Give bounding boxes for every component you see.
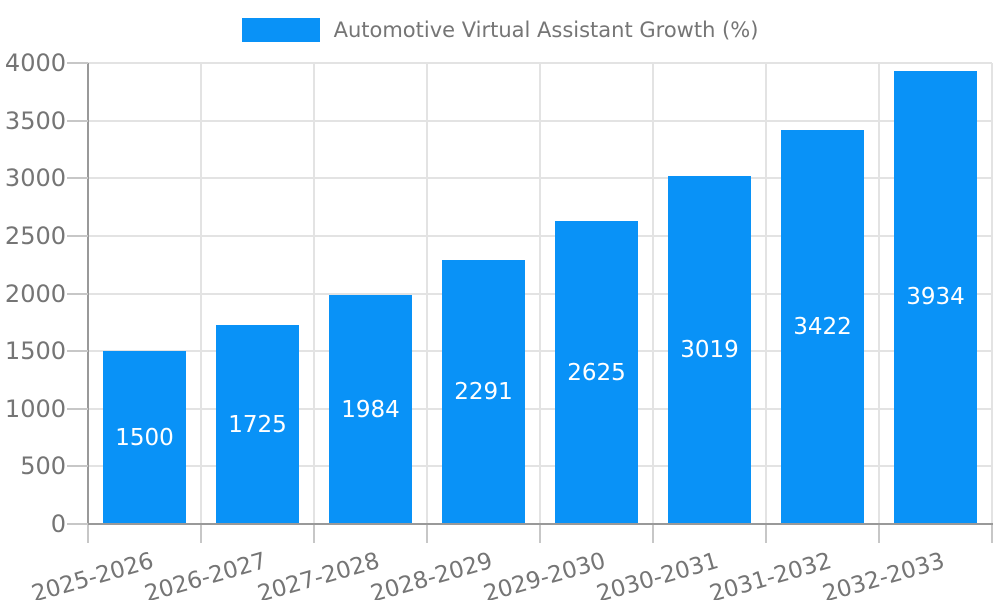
- legend-swatch: [241, 18, 320, 42]
- x-axis-line: [87, 523, 993, 525]
- y-tick-label: 1000: [4, 394, 66, 423]
- y-axis-tick: [67, 350, 88, 353]
- v-gridline: [765, 63, 767, 524]
- bar-value-label: 2625: [567, 359, 626, 386]
- bar-value-label: 1984: [341, 396, 400, 423]
- x-tick-label: 2031-2032: [706, 548, 835, 600]
- x-tick-label: 2026-2027: [141, 548, 270, 600]
- y-axis-line: [87, 63, 89, 525]
- x-axis-tick: [991, 525, 993, 543]
- y-axis-tick: [67, 119, 88, 122]
- plot-area: 1500 1725 1984 2291 2625 3019 3422 3934: [87, 62, 993, 525]
- x-tick-label: 2027-2028: [254, 548, 383, 600]
- x-axis-tick: [878, 525, 880, 543]
- x-tick-label: 2025-2026: [28, 548, 157, 600]
- v-gridline: [991, 63, 993, 524]
- y-tick-label: 1500: [4, 337, 66, 366]
- y-tick-label: 2500: [4, 221, 66, 250]
- y-tick-label: 500: [20, 452, 66, 481]
- y-tick-label: 3500: [4, 106, 66, 135]
- bar: 2625: [555, 221, 638, 524]
- x-tick-label: 2030-2031: [593, 548, 722, 600]
- y-axis-tick: [67, 234, 88, 237]
- y-axis-tick: [67, 177, 88, 180]
- y-axis-tick: [67, 62, 88, 64]
- x-axis-tick: [426, 525, 428, 543]
- bar: 3422: [781, 129, 864, 524]
- bar-value-label: 2291: [454, 378, 513, 405]
- y-axis-tick: [67, 523, 88, 525]
- y-axis-tick: [67, 465, 88, 468]
- v-gridline: [200, 63, 202, 524]
- bar: 3019: [668, 176, 751, 524]
- y-axis-tick: [67, 292, 88, 295]
- legend: Automotive Virtual Assistant Growth (%): [0, 16, 1000, 44]
- v-gridline: [652, 63, 654, 524]
- y-tick-label: 4000: [4, 49, 66, 77]
- x-axis-tick: [765, 525, 767, 543]
- x-tick-label: 2029-2030: [480, 548, 609, 600]
- y-tick-label: 3000: [4, 164, 66, 193]
- bar: 1725: [216, 325, 299, 524]
- bar-value-label: 1500: [115, 424, 174, 451]
- x-tick-label: 2028-2029: [367, 548, 496, 600]
- bar: 1500: [103, 351, 186, 524]
- y-axis-tick: [67, 407, 88, 410]
- bar-value-label: 3422: [793, 313, 852, 340]
- y-tick-label: 2000: [4, 279, 66, 308]
- x-axis-tick: [200, 525, 202, 543]
- v-gridline: [539, 63, 541, 524]
- y-tick-label: 0: [50, 510, 66, 538]
- x-axis-tick: [652, 525, 654, 543]
- bar-value-label: 1725: [228, 411, 287, 438]
- v-gridline: [313, 63, 315, 524]
- v-gridline: [426, 63, 428, 524]
- bar: 3934: [894, 70, 977, 524]
- x-axis-tick: [87, 525, 89, 543]
- legend-label: Automotive Virtual Assistant Growth (%): [333, 18, 759, 42]
- x-axis-tick: [539, 525, 541, 543]
- x-axis-tick: [313, 525, 315, 543]
- v-gridline: [878, 63, 880, 524]
- bar-value-label: 3019: [680, 337, 739, 364]
- x-tick-label: 2032-2033: [819, 548, 948, 600]
- bar: 2291: [442, 259, 525, 524]
- bar-value-label: 3934: [906, 284, 965, 311]
- bar: 1984: [329, 295, 412, 524]
